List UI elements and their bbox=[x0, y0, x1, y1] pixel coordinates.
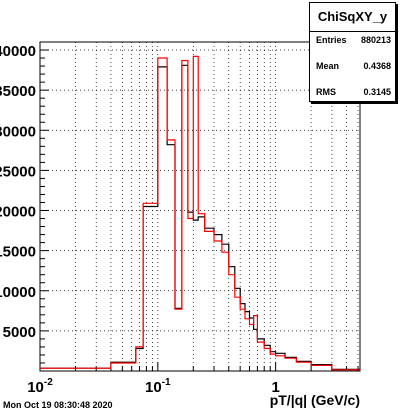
x-tick-label: 10-2 bbox=[27, 377, 53, 396]
histogram-black-series bbox=[40, 64, 360, 370]
stats-box: ChiSqXY_y Entries 880213 Mean 0.4368 RMS… bbox=[309, 2, 396, 102]
y-tick-label: 25000 bbox=[0, 163, 36, 180]
stats-row-rms: RMS 0.3145 bbox=[316, 87, 391, 103]
stats-row-entries: Entries 880213 bbox=[316, 35, 391, 51]
stats-value: 0.3145 bbox=[363, 87, 391, 97]
y-tick-label: 35000 bbox=[0, 83, 36, 100]
stats-value: 0.4368 bbox=[363, 61, 391, 71]
stats-key: Entries bbox=[316, 35, 347, 45]
y-tick-label: 15000 bbox=[0, 244, 36, 261]
timestamp-footer: Mon Oct 19 08:30:48 2020 bbox=[3, 400, 113, 410]
y-tick-label: 10000 bbox=[0, 284, 36, 301]
x-tick-label: 10-1 bbox=[145, 377, 171, 396]
y-tick-label: 5000 bbox=[3, 324, 36, 341]
plot-frame bbox=[39, 41, 361, 372]
y-tick-label: 20000 bbox=[0, 204, 36, 221]
stats-key: Mean bbox=[316, 61, 340, 71]
x-axis-label: pT/|q| (GeV/c) bbox=[270, 392, 360, 408]
stats-key: RMS bbox=[316, 87, 336, 97]
stats-title: ChiSqXY_y bbox=[310, 3, 395, 32]
histogram-red-series bbox=[40, 55, 360, 371]
stats-row-mean: Mean 0.4368 bbox=[316, 61, 391, 77]
y-tick-label: 40000 bbox=[0, 43, 36, 60]
y-tick-label: 30000 bbox=[0, 123, 36, 140]
stats-value: 880213 bbox=[360, 35, 391, 45]
x-tick-label: 1 bbox=[271, 379, 279, 396]
